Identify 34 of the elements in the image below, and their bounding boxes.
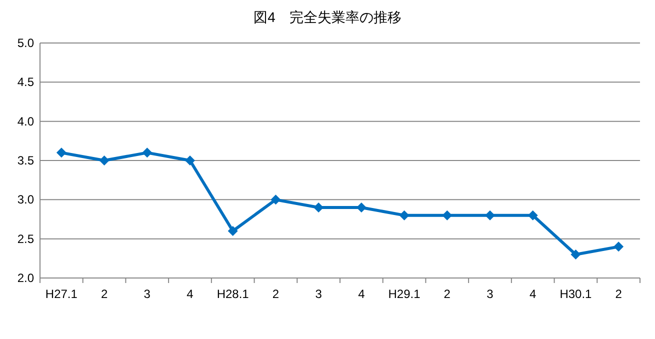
x-tick-label: 2 [272,287,280,301]
y-tick-label: 2.0 [17,271,34,285]
x-tick-label: 4 [358,287,366,301]
y-tick-label: 2.5 [17,232,34,246]
x-tick-label: 2 [444,287,451,301]
y-tick-label: 4.0 [17,114,34,128]
y-tick-label: 4.5 [17,75,34,90]
x-tick-label: 4 [530,287,537,301]
point [228,226,238,236]
chart-title: 図4 完全失業率の推移 [254,9,402,25]
point [56,148,66,158]
x-tick-label: 2 [100,287,108,301]
point [185,156,195,166]
y-tick-label: 5.0 [17,36,34,50]
point [270,194,281,205]
point [570,250,581,260]
point [442,210,452,220]
x-tick-label: H27.1 [45,287,78,301]
point [99,156,110,166]
y-tick-label: 3.5 [17,154,34,168]
point [528,210,538,220]
x-tick-label: H28.1 [216,287,250,301]
x-tick-label: 3 [144,287,151,301]
point [614,242,624,252]
y-tick-label: 3.0 [17,192,34,207]
x-tick-label: 3 [486,287,494,301]
x-tick-label: 4 [186,287,194,301]
point [142,148,152,158]
x-tick-label: H30.1 [560,287,592,301]
x-tick-label: 2 [615,287,622,301]
point [485,210,495,220]
x-tick-label: H29.1 [388,287,421,301]
x-tick-label: 3 [315,287,322,301]
point [399,210,410,220]
